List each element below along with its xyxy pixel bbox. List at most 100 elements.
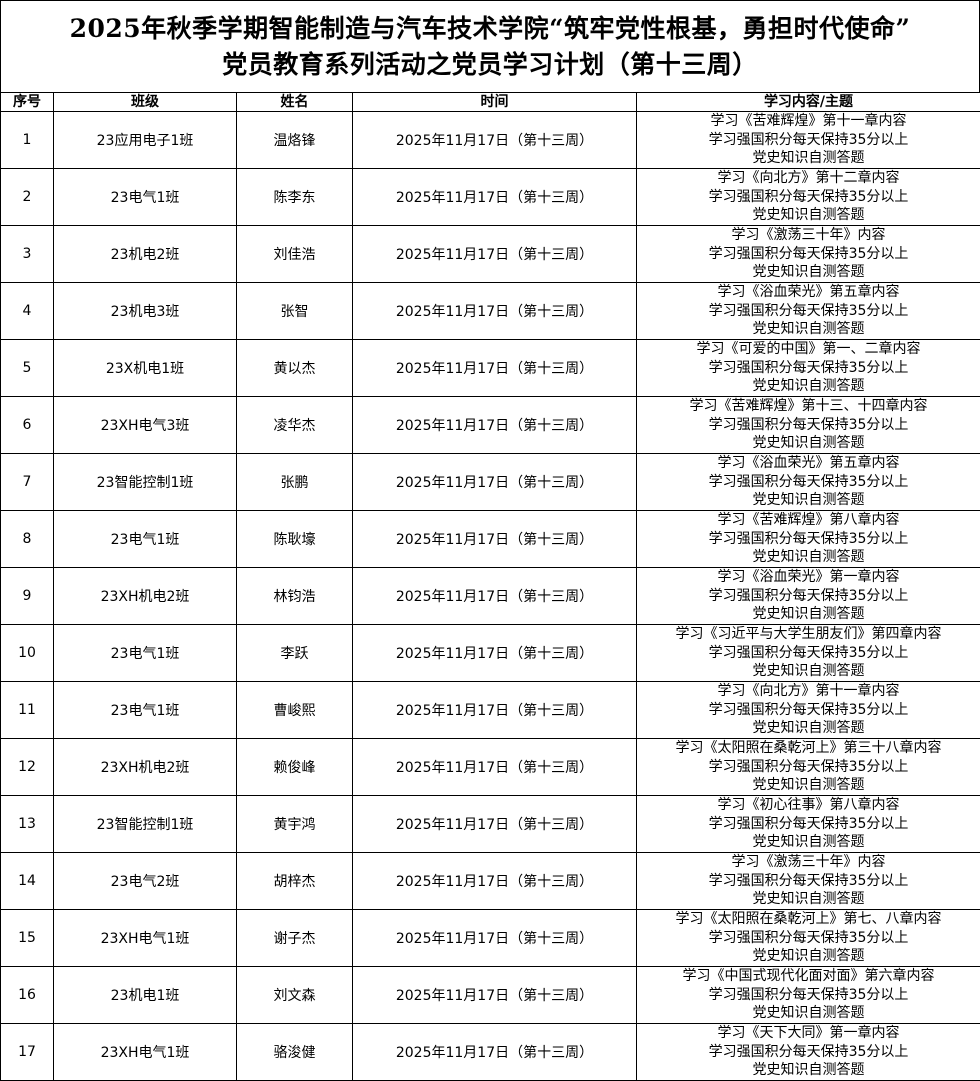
- cell-index: 5: [0, 339, 54, 397]
- content-line: 学习强国积分每天保持35分以上: [708, 530, 909, 547]
- cell-index: 16: [0, 966, 54, 1024]
- cell-class: 23电气1班: [53, 624, 237, 682]
- cell-index: 9: [0, 567, 54, 625]
- cell-class: 23XH电气1班: [53, 1023, 237, 1081]
- content-line: 党史知识自测答题: [752, 207, 865, 224]
- content-line: 学习《激荡三十年》内容: [731, 227, 886, 244]
- content-line: 党史知识自测答题: [752, 150, 865, 167]
- content-line: 学习《太阳照在桑乾河上》第三十八章内容: [675, 740, 942, 757]
- cell-class: 23电气1班: [53, 168, 237, 226]
- cell-time: 2025年11月17日（第十三周）: [352, 852, 637, 910]
- content-line: 学习强国积分每天保持35分以上: [708, 416, 909, 433]
- cell-index: 17: [0, 1023, 54, 1081]
- content-line: 党史知识自测答题: [752, 1062, 865, 1079]
- cell-class: 23机电2班: [53, 225, 237, 283]
- cell-name: 陈李东: [236, 168, 353, 226]
- content-line: 学习强国积分每天保持35分以上: [708, 131, 909, 148]
- cell-index: 15: [0, 909, 54, 967]
- cell-name: 温烙锋: [236, 111, 353, 169]
- cell-content: 学习《可爱的中国》第一、二章内容 学习强国积分每天保持35分以上 党史知识自测答题: [636, 339, 980, 397]
- content-line: 党史知识自测答题: [752, 834, 865, 851]
- content-line: 学习强国积分每天保持35分以上: [708, 872, 909, 889]
- cell-content: 学习《向北方》第十一章内容 学习强国积分每天保持35分以上 党史知识自测答题: [636, 681, 980, 739]
- cell-time: 2025年11月17日（第十三周）: [352, 1023, 637, 1081]
- cell-content: 学习《浴血荣光》第一章内容 学习强国积分每天保持35分以上 党史知识自测答题: [636, 567, 980, 625]
- content-line: 学习《天下大同》第一章内容: [717, 1025, 900, 1042]
- content-line: 学习《激荡三十年》内容: [731, 854, 886, 871]
- content-line: 党史知识自测答题: [752, 378, 865, 395]
- table-row: 3 23机电2班 刘佳浩 2025年11月17日（第十三周） 学习《激荡三十年》内容 学习…: [0, 225, 980, 283]
- title-line-2: 党员教育系列活动之党员学习计划（第十三周）: [222, 49, 758, 79]
- cell-name: 曹峻熙: [236, 681, 353, 739]
- cell-time: 2025年11月17日（第十三周）: [352, 738, 637, 796]
- content-line: 学习《习近平与大学生朋友们》第四章内容: [675, 626, 942, 643]
- cell-content: 学习《激荡三十年》内容 学习强国积分每天保持35分以上 党史知识自测答题: [636, 852, 980, 910]
- cell-name: 刘文森: [236, 966, 353, 1024]
- cell-content: 学习《苦难辉煌》第十一章内容 学习强国积分每天保持35分以上 党史知识自测答题: [636, 111, 980, 169]
- table-row: 1 23应用电子1班 温烙锋 2025年11月17日（第十三周） 学习《苦难辉煌》第十一…: [0, 111, 980, 169]
- cell-class: 23XH机电2班: [53, 738, 237, 796]
- cell-index: 4: [0, 282, 54, 340]
- content-line: 党史知识自测答题: [752, 264, 865, 281]
- cell-index: 13: [0, 795, 54, 853]
- content-line: 学习《可爱的中国》第一、二章内容: [696, 341, 921, 358]
- content-line: 学习《中国式现代化面对面》第六章内容: [682, 968, 935, 985]
- cell-index: 12: [0, 738, 54, 796]
- content-line: 学习强国积分每天保持35分以上: [708, 701, 909, 718]
- cell-class: 23电气1班: [53, 681, 237, 739]
- table-row: 15 23XH电气1班 谢子杰 2025年11月17日（第十三周） 学习《太阳照在桑乾河…: [0, 909, 980, 967]
- cell-time: 2025年11月17日（第十三周）: [352, 624, 637, 682]
- cell-name: 张智: [236, 282, 353, 340]
- cell-content: 学习《太阳照在桑乾河上》第三十八章内容 学习强国积分每天保持35分以上 党史知识自测…: [636, 738, 980, 796]
- cell-content: 学习《激荡三十年》内容 学习强国积分每天保持35分以上 党史知识自测答题: [636, 225, 980, 283]
- cell-name: 林钧浩: [236, 567, 353, 625]
- cell-class: 23智能控制1班: [53, 795, 237, 853]
- content-line: 党史知识自测答题: [752, 321, 865, 338]
- cell-class: 23XH电气3班: [53, 396, 237, 454]
- table-row: 17 23XH电气1班 骆浚健 2025年11月17日（第十三周） 学习《天下大同》第一…: [0, 1023, 980, 1081]
- title-line-1: 2025年秋季学期智能制造与汽车技术学院“筑牢党性根基，勇担时代使命”: [69, 13, 911, 43]
- cell-class: 23电气2班: [53, 852, 237, 910]
- content-line: 学习《苦难辉煌》第十一章内容: [710, 113, 907, 130]
- content-line: 学习强国积分每天保持35分以上: [708, 587, 909, 604]
- content-line: 学习强国积分每天保持35分以上: [708, 245, 909, 262]
- header-index: 序号: [0, 92, 54, 112]
- content-line: 党史知识自测答题: [752, 891, 865, 908]
- cell-content: 学习《向北方》第十二章内容 学习强国积分每天保持35分以上 党史知识自测答题: [636, 168, 980, 226]
- cell-content: 学习《初心往事》第八章内容 学习强国积分每天保持35分以上 党史知识自测答题: [636, 795, 980, 853]
- table-row: 10 23电气1班 李跃 2025年11月17日（第十三周） 学习《习近平与大学生朋友们…: [0, 624, 980, 682]
- cell-class: 23XH机电2班: [53, 567, 237, 625]
- cell-name: 赖俊峰: [236, 738, 353, 796]
- cell-index: 14: [0, 852, 54, 910]
- content-line: 学习强国积分每天保持35分以上: [708, 302, 909, 319]
- cell-index: 6: [0, 396, 54, 454]
- cell-class: 23机电1班: [53, 966, 237, 1024]
- cell-index: 10: [0, 624, 54, 682]
- content-line: 党史知识自测答题: [752, 435, 865, 452]
- content-line: 学习强国积分每天保持35分以上: [708, 188, 909, 205]
- header-time: 时间: [352, 92, 637, 112]
- cell-index: 11: [0, 681, 54, 739]
- cell-index: 1: [0, 111, 54, 169]
- content-line: 学习强国积分每天保持35分以上: [708, 359, 909, 376]
- content-line: 党史知识自测答题: [752, 606, 865, 623]
- content-line: 学习《苦难辉煌》第八章内容: [717, 512, 900, 529]
- table-row: 4 23机电3班 张智 2025年11月17日（第十三周） 学习《浴血荣光》第五章内容学…: [0, 282, 980, 340]
- cell-class: 23智能控制1班: [53, 453, 237, 511]
- content-line: 学习《浴血荣光》第五章内容: [717, 455, 900, 472]
- cell-content: 学习《浴血荣光》第五章内容 学习强国积分每天保持35分以上 党史知识自测答题: [636, 282, 980, 340]
- content-line: 学习强国积分每天保持35分以上: [708, 929, 909, 946]
- cell-class: 23XH电气1班: [53, 909, 237, 967]
- cell-time: 2025年11月17日（第十三周）: [352, 225, 637, 283]
- cell-name: 张鹏: [236, 453, 353, 511]
- cell-content: 学习《浴血荣光》第五章内容 学习强国积分每天保持35分以上 党史知识自测答题: [636, 453, 980, 511]
- study-plan-table: 序号 班级 姓名 时间 学习内容/主题 1 23应用电子1班 温烙锋 2025年11月…: [0, 92, 980, 1081]
- cell-time: 2025年11月17日（第十三周）: [352, 339, 637, 397]
- cell-time: 2025年11月17日（第十三周）: [352, 111, 637, 169]
- cell-name: 凌华杰: [236, 396, 353, 454]
- cell-index: 8: [0, 510, 54, 568]
- table-row: 13 23智能控制1班 黄宇鸿 2025年11月17日（第十三周） 学习《初心往事》第八…: [0, 795, 980, 853]
- content-line: 党史知识自测答题: [752, 1005, 865, 1022]
- content-line: 学习《浴血荣光》第一章内容: [717, 569, 900, 586]
- table-row: 8 23电气1班 陈耿壕 2025年11月17日（第十三周） 学习《苦难辉煌》第八章内容…: [0, 510, 980, 568]
